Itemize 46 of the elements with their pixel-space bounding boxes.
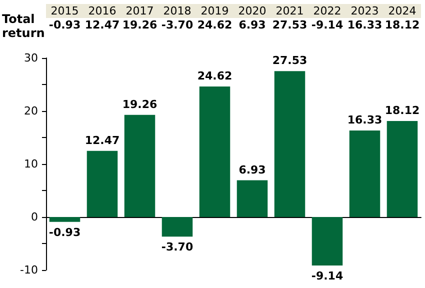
- x-tick-label: 2018: [163, 4, 192, 18]
- text: 19.26: [122, 98, 158, 111]
- text: 6.93: [238, 163, 266, 176]
- data-label: -0.93: [48, 18, 81, 32]
- bar: [274, 71, 306, 217]
- text: 16.33: [347, 113, 382, 126]
- x-tick-label: 2020: [238, 4, 266, 18]
- bar: [312, 217, 343, 266]
- text: 24.62: [197, 70, 232, 83]
- text: Total return: [2, 12, 45, 40]
- x-tick-label: 2021: [276, 4, 304, 18]
- text: -0.93: [48, 226, 81, 239]
- x-tick-label: 2022: [313, 4, 342, 18]
- data-label: -3.70: [161, 18, 194, 32]
- data-label: 24.62: [197, 18, 232, 32]
- text: 27.53: [272, 54, 308, 68]
- text: 18.12: [384, 104, 420, 117]
- x-tick-label: 2015: [50, 4, 79, 18]
- x-tick-label: 2017: [126, 4, 154, 18]
- text: 12.47: [84, 134, 120, 147]
- x-tick-label: 2019: [200, 4, 229, 18]
- x-tick-label: 2024: [388, 4, 416, 18]
- bar: [124, 114, 156, 217]
- data-label: 19.26: [122, 18, 158, 32]
- bar: [386, 120, 418, 217]
- bar: [199, 86, 230, 217]
- y-tick-label: 0: [31, 210, 38, 224]
- bar: [236, 180, 268, 217]
- data-label: 18.12: [384, 18, 420, 32]
- data-label: 27.53: [272, 18, 308, 32]
- data-label: 6.93: [238, 18, 266, 32]
- bar: [349, 130, 380, 217]
- y-tick-label: 30: [24, 52, 38, 64]
- x-tick-label: 2023: [350, 4, 379, 18]
- data-label: 12.47: [84, 18, 120, 32]
- x-tick-label: 2016: [88, 4, 116, 18]
- bar: [86, 150, 118, 217]
- text: -9.14: [311, 269, 344, 282]
- text: -3.70: [161, 240, 194, 254]
- bar: [162, 217, 193, 237]
- y-tick-label: 10: [24, 158, 38, 170]
- data-label: -9.14: [311, 18, 344, 32]
- y-tick-label: -10: [20, 264, 38, 276]
- bar: [49, 217, 80, 222]
- y-tick-label: 20: [24, 104, 38, 118]
- data-label: 16.33: [347, 18, 382, 32]
